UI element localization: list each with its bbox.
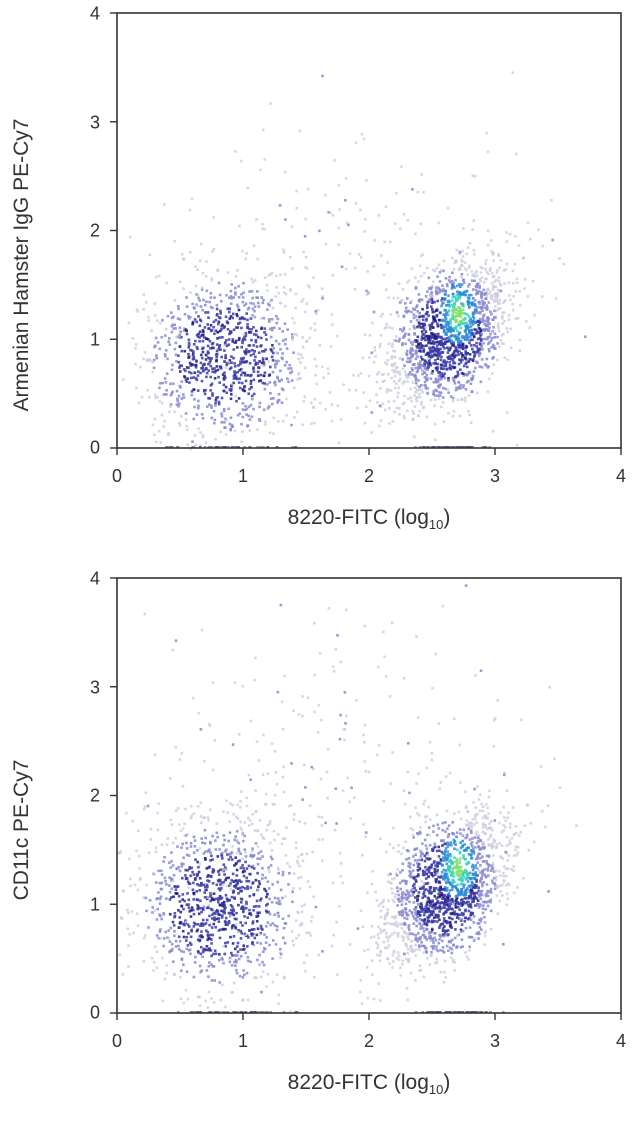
y-tick-label: 2 [90,221,100,242]
x-tick-label: 4 [616,1031,626,1052]
y-axis-title: Armenian Hamster IgG PE-Cy7 [10,119,34,412]
x-axis-title: 8220-FITC (log10) [288,506,451,532]
plot-panel-1: Armenian Hamster IgG PE-Cy7 4 3 2 1 0 0 … [0,0,641,560]
y-tick-label: 3 [90,678,100,699]
data-points [122,71,587,450]
x-tick-label: 1 [238,1031,248,1052]
y-axis-title: CD11c PE-Cy7 [10,760,34,901]
y-tick-label: 4 [90,569,100,590]
x-axis-title: 8220-FITC (log10) [288,1071,451,1097]
y-tick-label: 0 [90,1003,100,1024]
plot-panel-2: CD11c PE-Cy7 4 3 2 1 0 0 1 2 3 4 8220-FI… [0,565,641,1125]
x-tick-label: 1 [238,466,248,487]
y-tick-label: 2 [90,786,100,807]
scatter-plot-1 [0,0,641,560]
x-tick-label: 2 [364,466,374,487]
y-tick-label: 1 [90,330,100,351]
x-tick-label: 0 [112,1031,122,1052]
y-tick-label: 1 [90,895,100,916]
x-tick-label: 2 [364,1031,374,1052]
x-tick-label: 3 [490,1031,500,1052]
plot-frame [117,13,621,448]
x-tick-label: 0 [112,466,122,487]
scatter-plot-2 [0,565,641,1125]
data-points [117,584,578,1013]
y-tick-label: 4 [90,4,100,25]
plot-frame [117,578,621,1013]
x-tick-label: 3 [490,466,500,487]
x-tick-label: 4 [616,466,626,487]
y-tick-label: 3 [90,113,100,134]
y-tick-label: 0 [90,438,100,459]
